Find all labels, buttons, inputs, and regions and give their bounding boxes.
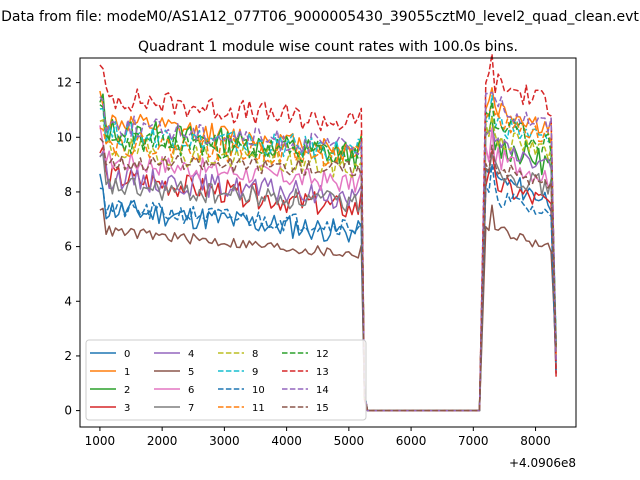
legend-label-5: 5 [188,367,194,378]
x-tick-label: 5000 [334,434,365,448]
x-tick-label: 4000 [271,434,302,448]
y-axis: 0 2 4 6 8 10 12 [57,76,80,418]
plot-frame [79,57,577,428]
legend-label-0: 0 [124,349,130,360]
x-tick-label: 3000 [209,434,240,448]
y-tick-label: 8 [64,185,72,199]
x-tick-label: 2000 [147,434,178,448]
legend-label-14: 14 [316,385,329,396]
plot-lines [99,53,557,412]
legend-label-9: 9 [252,367,258,378]
y-tick-label: 12 [57,76,72,90]
figure-suptitle: Data from file: modeM0/AS1A12_077T06_900… [1,9,639,25]
legend-label-11: 11 [252,403,265,414]
chart-title: Quadrant 1 module wise count rates with … [138,39,518,55]
legend-label-8: 8 [252,349,258,360]
legend-label-3: 3 [124,403,130,414]
legend-label-1: 1 [124,367,130,378]
y-tick-label: 6 [64,240,72,254]
x-tick-label: 1000 [85,434,116,448]
series-line-15 [99,137,557,412]
legend-label-6: 6 [188,385,194,396]
legend-label-2: 2 [124,385,130,396]
legend-label-4: 4 [188,349,194,360]
y-tick-label: 4 [64,294,72,308]
y-tick-label: 10 [57,130,72,144]
legend-label-10: 10 [252,385,265,396]
legend-label-15: 15 [316,403,329,414]
series-line-8 [99,115,557,412]
x-offset-label: +4.0906e8 [509,456,576,470]
x-tick-label: 8000 [520,434,551,448]
x-tick-label: 7000 [458,434,489,448]
legend-box [85,339,367,421]
legend-label-12: 12 [316,349,329,360]
series-line-14 [99,91,557,412]
legend-label-7: 7 [188,403,194,414]
y-tick-label: 2 [64,349,72,363]
x-tick-label: 6000 [396,434,427,448]
y-tick-label: 0 [64,404,72,418]
x-axis: 1000 2000 3000 4000 5000 6000 7000 8000 [85,427,551,448]
legend-label-13: 13 [316,367,329,378]
